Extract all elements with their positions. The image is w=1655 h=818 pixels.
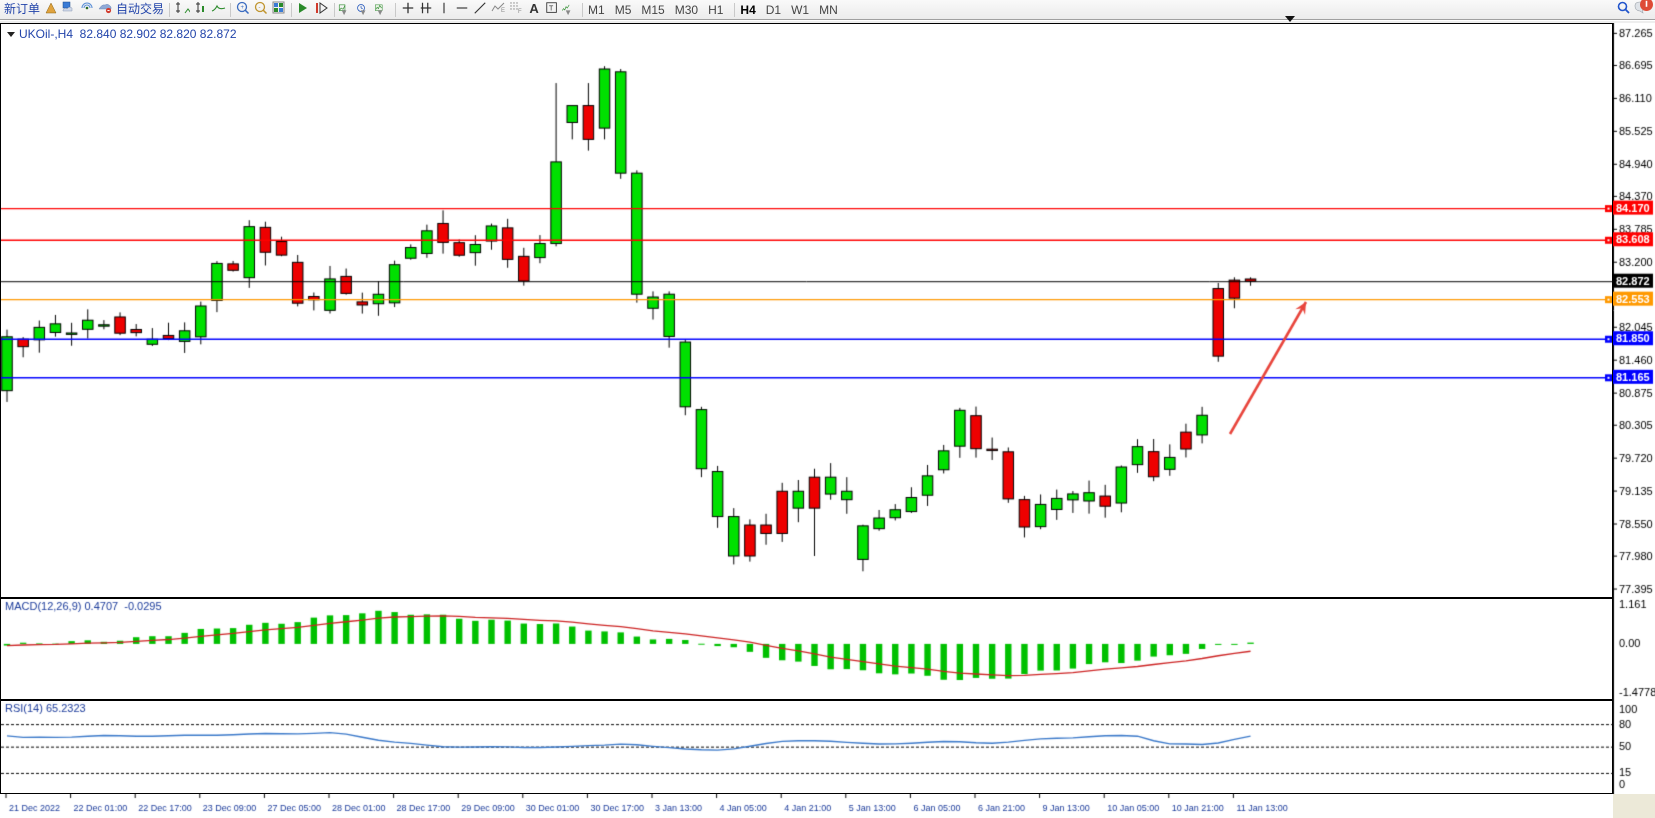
svg-text:T: T [549,6,554,13]
svg-text:E: E [501,8,505,14]
svg-text:-: - [259,5,261,11]
svg-text:F: F [518,9,522,15]
svg-text:+: + [241,5,245,11]
